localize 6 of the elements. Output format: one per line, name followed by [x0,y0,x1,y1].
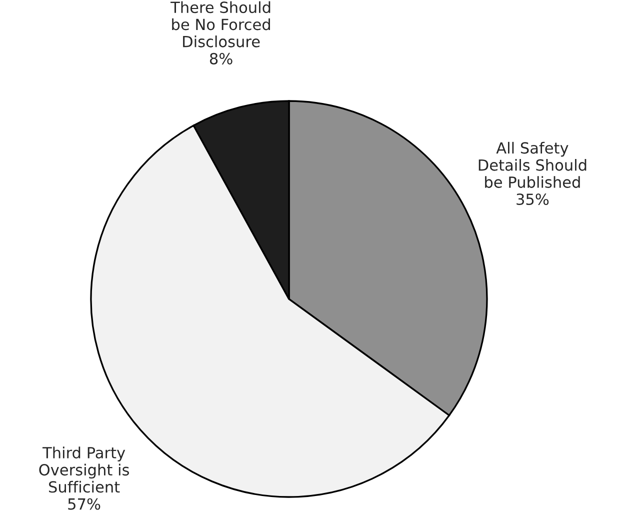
data-label: 8% [210,52,232,64]
data-label: 57% [68,498,100,510]
slice-label: There Should be No Forced Disclosure [170,1,270,48]
slice-label: Third Party Oversight is Sufficient [39,446,129,493]
slice-label: All Safety Details Should be Published [478,142,586,188]
data-label: 35% [516,193,549,206]
